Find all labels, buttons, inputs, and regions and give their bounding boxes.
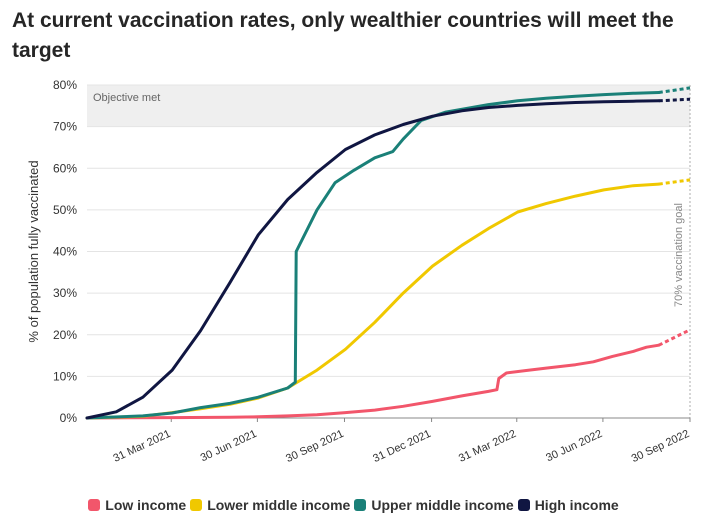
- legend-swatch: [190, 499, 203, 511]
- legend-item-high-income[interactable]: High income: [517, 497, 619, 513]
- legend-swatch: [354, 499, 367, 511]
- series-projection-low-income: [658, 328, 691, 347]
- series-line-lower-middle-income: [85, 182, 661, 420]
- y-tick-label: 60%: [53, 161, 77, 175]
- x-tick-label: 31 Mar 2022: [457, 428, 518, 465]
- y-tick-label: 70%: [53, 120, 77, 134]
- legend-item-upper-middle-income[interactable]: Upper middle income: [354, 497, 514, 513]
- legend-label: Upper middle income: [371, 497, 514, 513]
- legend-swatch: [517, 499, 530, 511]
- series-line-low-income: [85, 343, 661, 420]
- objective-band: [87, 85, 690, 127]
- y-tick-label: 40%: [53, 245, 77, 259]
- series-projection-lower-middle-income: [658, 178, 691, 186]
- x-tick-label: 30 Jun 2022: [544, 428, 604, 464]
- chart-title: At current vaccination rates, only wealt…: [12, 9, 674, 62]
- legend-swatch: [88, 499, 101, 511]
- line-chart: Objective met 0% 10% 20% 30% 40% 50% 60% 70% 80%…: [26, 78, 692, 465]
- y-tick-label: 80%: [53, 78, 77, 92]
- x-tick-label: 30 Jun 2021: [199, 428, 259, 464]
- x-tick-label: 30 Sep 2021: [284, 428, 346, 465]
- series-line-high-income: [85, 99, 661, 420]
- x-tick-label: 30 Sep 2022: [630, 428, 692, 465]
- legend-item-lower-middle-income[interactable]: Lower middle income: [190, 497, 350, 513]
- legend-label: Low income: [105, 497, 187, 513]
- x-tick-label: 31 Dec 2021: [371, 428, 433, 465]
- y-tick-label: 10%: [53, 369, 77, 383]
- series-line-upper-middle-income: [85, 91, 661, 420]
- y-tick-label: 20%: [53, 328, 77, 342]
- x-tick-label: 31 Mar 2021: [111, 428, 172, 465]
- objective-band-label: Objective met: [93, 92, 160, 104]
- series-projection-high-income: [658, 97, 691, 103]
- legend: Low income Lower middle income Upper mid…: [0, 494, 707, 516]
- y-tick-label: 0%: [60, 411, 78, 425]
- legend-item-low-income[interactable]: Low income: [88, 497, 186, 513]
- legend-label: Lower middle income: [207, 497, 351, 513]
- y-tick-label: 30%: [53, 286, 77, 300]
- series-projection-upper-middle-income: [658, 86, 691, 94]
- legend-label: High income: [534, 497, 619, 513]
- y-tick-label: 50%: [53, 203, 77, 217]
- goal-line-label: 70% vaccination goal: [673, 203, 685, 307]
- y-axis-title: % of population fully vaccinated: [26, 160, 41, 342]
